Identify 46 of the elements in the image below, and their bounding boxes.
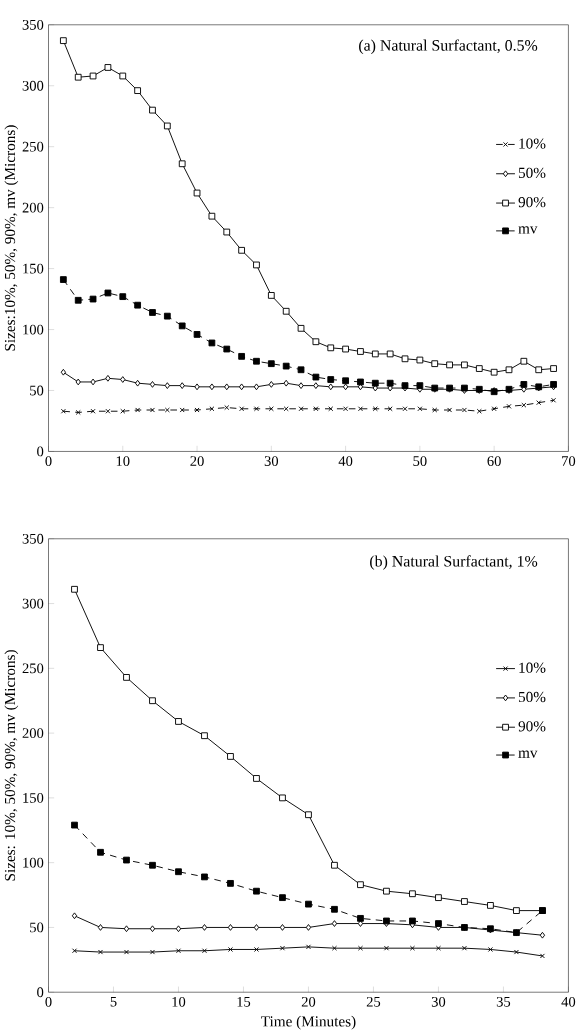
- y-tick-label: 200: [22, 728, 44, 739]
- y-tick-label: 100: [23, 857, 44, 868]
- x-tick-label: 20: [190, 456, 204, 466]
- legend-label: 50%: [518, 691, 546, 703]
- y-tick-label: 50: [29, 385, 44, 396]
- y-tick-label: 350: [22, 19, 44, 30]
- text: (a) Natural Surfactant, 0.5%: [358, 39, 538, 55]
- legend-label: 90%: [518, 721, 546, 732]
- y-tick-label: 100: [23, 324, 44, 335]
- x-axis-title: Time (Minutes): [260, 1015, 356, 1030]
- y-tick-label: 200: [22, 202, 44, 213]
- y-tick-label: 150: [23, 792, 44, 803]
- legend-label: 50%: [518, 167, 546, 179]
- legend-label: mv: [518, 226, 538, 234]
- text: (b) Natural Surfactant, 1%: [369, 555, 538, 570]
- x-tick-label: 0: [45, 456, 52, 466]
- x-tick-label: 35: [496, 996, 510, 1007]
- y-tick-label: 300: [22, 598, 44, 609]
- x-tick-label: 50: [413, 456, 427, 466]
- y-tick-label: 300: [22, 80, 44, 91]
- legend-label: 90%: [518, 197, 546, 208]
- x-tick-label: 10: [172, 996, 186, 1007]
- x-tick-label: 30: [264, 456, 278, 466]
- x-tick-label: 10: [116, 456, 130, 466]
- x-tick-label: 60: [487, 456, 501, 466]
- x-tick-label: 70: [561, 456, 575, 466]
- y-tick-label: 0: [36, 446, 44, 457]
- x-tick-label: 40: [561, 996, 575, 1007]
- legend-label: 10%: [519, 662, 546, 673]
- x-tick-label: 30: [431, 996, 446, 1007]
- y-tick-label: 50: [29, 922, 44, 933]
- y-axis-title: Sizes: 10%, 50%, 90%, mv (Microns): [4, 650, 19, 881]
- x-tick-label: 20: [301, 996, 316, 1007]
- x-tick-label: 25: [366, 996, 380, 1007]
- y-tick-label: 350: [22, 533, 44, 544]
- y-tick-label: 150: [23, 263, 44, 274]
- legend-label: 10%: [519, 138, 546, 149]
- x-tick-label: 15: [237, 996, 251, 1007]
- x-tick-label: 5: [110, 996, 117, 1007]
- y-tick-label: 250: [22, 663, 44, 674]
- x-tick-label: 0: [45, 996, 52, 1007]
- y-axis-title: Sizes:10%, 50%, 90%, mv (Microns): [4, 125, 19, 351]
- y-tick-label: 0: [36, 987, 44, 998]
- y-tick-label: 250: [22, 141, 44, 152]
- x-tick-label: 40: [338, 456, 353, 466]
- legend-label: mv: [518, 750, 538, 758]
